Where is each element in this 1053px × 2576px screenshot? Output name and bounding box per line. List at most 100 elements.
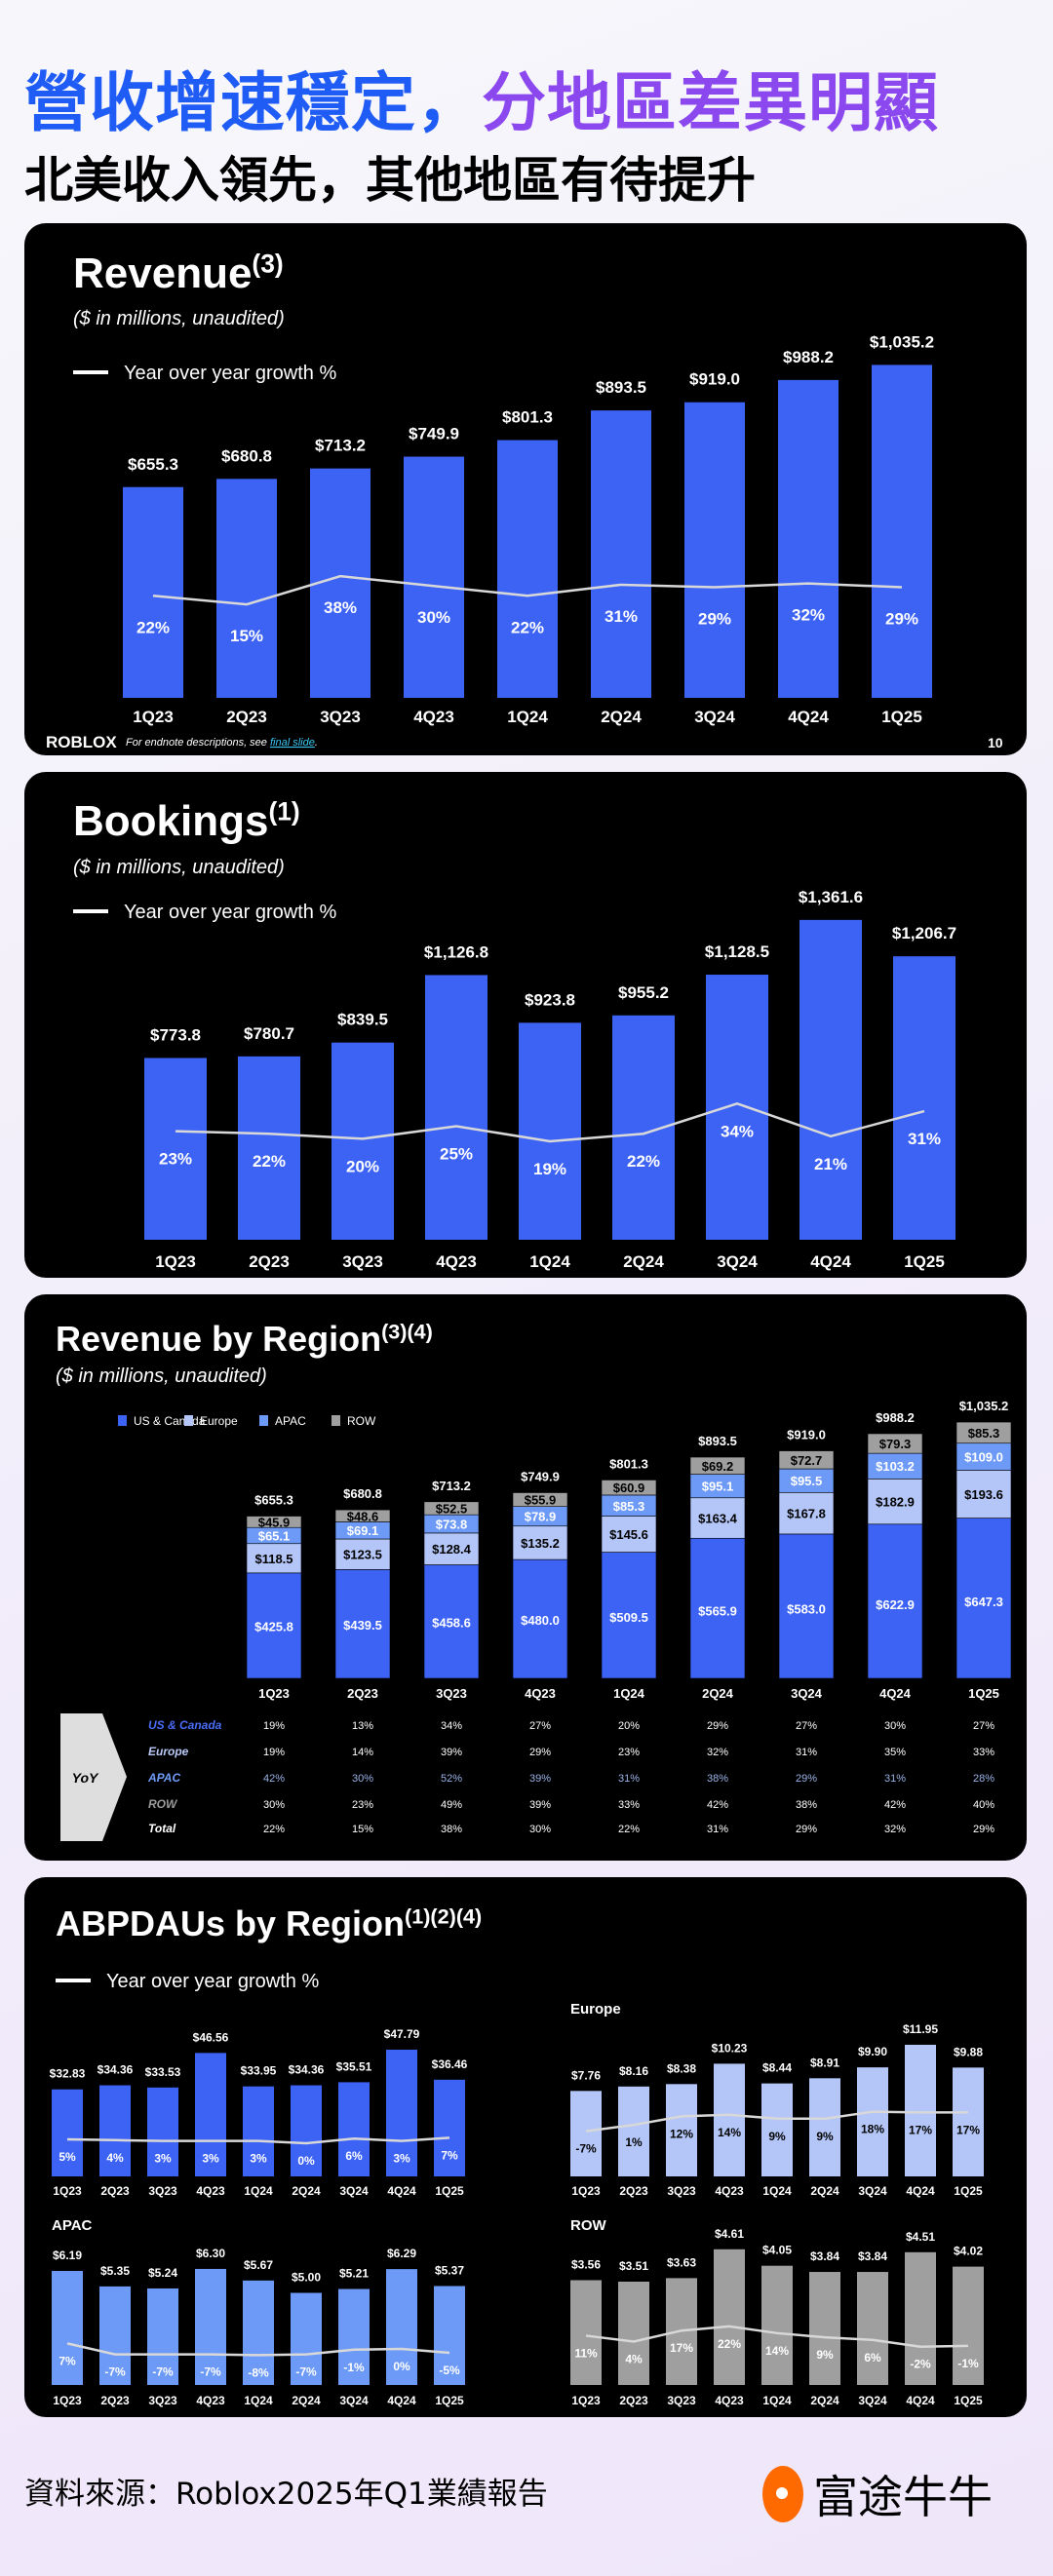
x-axis-tick-label: 1Q24 [244, 2394, 273, 2407]
stacked-bar-segment [246, 1516, 302, 1528]
growth-label: -5% [439, 2364, 460, 2377]
yoy-row-label: US & Canada [148, 1718, 222, 1732]
stacked-bar-segment [956, 1470, 1012, 1519]
bar [243, 2086, 274, 2176]
x-axis-tick-label: 4Q24 [810, 1252, 851, 1271]
stacked-bar-segment [778, 1450, 835, 1470]
bar [618, 2086, 649, 2176]
yoy-cell: 40% [973, 1799, 994, 1811]
yoy-cell: 38% [796, 1799, 817, 1811]
stacked-bar-segment [601, 1480, 657, 1496]
bar [800, 919, 862, 1240]
bar [425, 975, 488, 1240]
segment-value-label: $48.6 [347, 1509, 379, 1523]
yoy-cell: 19% [263, 1720, 285, 1732]
bar-value-label: $5.24 [148, 2266, 177, 2280]
segment-value-label: $583.0 [787, 1601, 826, 1616]
bar [809, 2272, 840, 2385]
bar [857, 2272, 888, 2385]
bar [386, 2050, 417, 2176]
x-axis-tick-label: 1Q24 [762, 2394, 792, 2407]
bar [893, 956, 956, 1240]
bar [404, 456, 464, 698]
x-axis-tick-label: 1Q25 [968, 1686, 999, 1701]
bar-value-label: $1,035.2 [870, 332, 934, 351]
stacked-bar-segment [778, 1533, 835, 1679]
x-axis-tick-label: 2Q24 [623, 1252, 664, 1271]
bar-value-label: $3.56 [571, 2257, 601, 2271]
x-axis-tick-label: 2Q23 [226, 708, 267, 726]
yoy-cell: 35% [884, 1747, 906, 1758]
x-axis-tick-label: 3Q23 [342, 1252, 383, 1271]
segment-value-label: $69.2 [702, 1459, 734, 1474]
yoy-cell: 49% [441, 1799, 462, 1811]
x-axis-tick-label: 1Q24 [507, 708, 548, 726]
bar-value-label: $8.16 [619, 2064, 648, 2078]
x-axis-tick-label: 1Q23 [53, 2394, 82, 2407]
yoy-cell: 38% [441, 1824, 462, 1835]
segment-value-label: $167.8 [787, 1507, 826, 1521]
growth-label: 11% [574, 2346, 598, 2360]
yoy-row-label: APAC [147, 1771, 180, 1785]
bar-value-label: $4.51 [906, 2230, 935, 2244]
x-axis-tick-label: 2Q23 [347, 1686, 378, 1701]
bar-value-label: $33.95 [241, 2064, 277, 2078]
revenue-chart: Revenue(3) ($ in millions, unaudited) Year… [46, 250, 1003, 751]
growth-label: 22% [718, 2337, 741, 2351]
x-axis-tick-label: 4Q23 [196, 2184, 225, 2198]
segment-value-label: $163.4 [698, 1512, 738, 1526]
total-value-label: $988.2 [876, 1410, 915, 1425]
segment-value-label: $193.6 [964, 1487, 1003, 1502]
growth-label: 7% [58, 2354, 76, 2367]
x-axis-tick-label: 2Q23 [100, 2184, 130, 2198]
yoy-cell: 27% [529, 1720, 551, 1732]
bar [905, 2044, 936, 2176]
bar-value-label: $4.05 [762, 2244, 792, 2257]
yoy-cell: 42% [884, 1799, 906, 1811]
stacked-bar-segment [334, 1538, 391, 1570]
final-slide-link[interactable]: final slide [270, 737, 315, 749]
revenue-panel: Revenue(3) ($ in millions, unaudited) Year… [24, 223, 1027, 755]
stacked-bar-segment [601, 1552, 657, 1679]
growth-label: 3% [393, 2152, 410, 2166]
chart-title: Bookings(1) [73, 797, 300, 845]
growth-label: 19% [533, 1160, 566, 1178]
endnote-text: For endnote descriptions, see final slid… [126, 737, 318, 749]
yoy-cell: 33% [973, 1747, 994, 1758]
yoy-cell: 32% [707, 1747, 728, 1758]
region-title: APAC [52, 2217, 93, 2234]
bar-value-label: $1,361.6 [799, 888, 863, 906]
x-axis-tick-label: 2Q24 [810, 2184, 839, 2198]
chart-title-text: Bookings [73, 797, 268, 845]
growth-label: 15% [230, 627, 263, 645]
bookings-chart: Bookings(1) ($ in millions, unaudited) Yea… [73, 797, 956, 1271]
total-value-label: $801.3 [609, 1456, 648, 1471]
x-axis-tick-label: 3Q24 [339, 2394, 369, 2407]
bar [291, 2292, 322, 2385]
bar-value-label: $47.79 [384, 2027, 420, 2041]
bar-value-label: $3.51 [619, 2259, 648, 2273]
bar-value-label: $6.19 [53, 2249, 82, 2262]
growth-label: 4% [625, 2353, 643, 2366]
segment-value-label: $458.6 [432, 1616, 471, 1631]
stacked-bar-segment [334, 1509, 391, 1522]
bar [872, 365, 932, 698]
yoy-cell: 23% [618, 1747, 640, 1758]
yoy-cell: 34% [441, 1720, 462, 1732]
stacked-bar-segment [512, 1558, 568, 1679]
x-axis-tick-label: 1Q23 [155, 1252, 196, 1271]
segment-value-label: $103.2 [876, 1459, 915, 1474]
x-axis-tick-label: 3Q23 [320, 708, 361, 726]
bar [52, 2089, 83, 2176]
growth-label: -7% [295, 2365, 317, 2379]
brand-name: 富途牛牛 [813, 2471, 993, 2523]
bar-value-label: $5.67 [244, 2258, 273, 2272]
chart-title-endnote: (3)(4) [381, 1319, 433, 1343]
abpdau-chart: ABPDAUs by Region(1)(2)(4) Year over year… [50, 1903, 984, 2407]
yoy-cell: 52% [441, 1773, 462, 1785]
yoy-cell: 29% [796, 1773, 817, 1785]
legend-swatch [184, 1415, 193, 1426]
yoy-cell: 42% [263, 1773, 285, 1785]
chart-title-endnote: (3) [252, 250, 283, 279]
bar [147, 2288, 178, 2385]
